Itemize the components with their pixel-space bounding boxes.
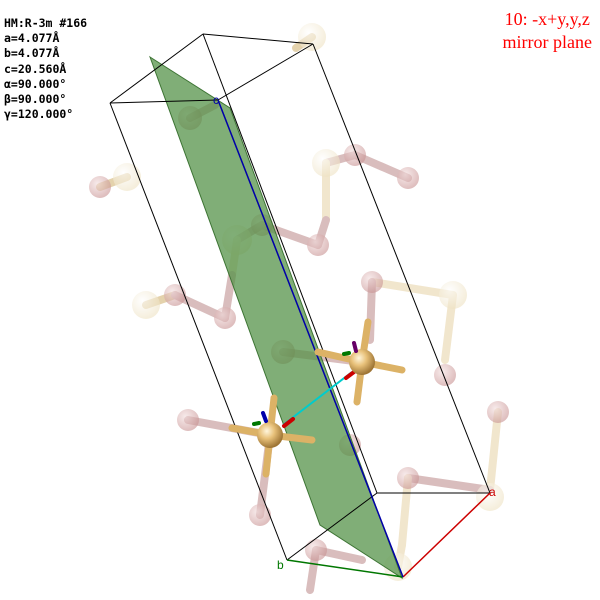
atom-1-axis-c [352,341,358,353]
space-group: HM:R-3m #166 [4,16,88,30]
axis-b-label: b [277,558,284,572]
axis-c-label: c [213,93,219,107]
param-alpha: α=90.000° [4,76,67,91]
symmetry-connector [282,371,353,426]
param-gamma: γ=120.000° [4,107,74,122]
symmetry-element: mirror plane [502,32,592,52]
symmetry-operation: 10: -x+y,y,z [504,9,590,29]
axis-a-label: a [489,485,496,499]
axis-a-line [402,492,491,578]
atom-2-axis-b [252,421,261,426]
atom-1-axis-b [342,351,351,356]
mirror-plane [149,55,403,580]
param-beta: β=90.000° [4,92,67,107]
atom-2-axis-c [261,411,268,423]
symmetry-operation-label: 10: -x+y,y,z mirror plane [503,8,592,54]
param-b: b=4.077Å [4,46,60,61]
atom-2-axis-a-red [282,417,295,428]
cell-parameters: HM:R-3m #166 a=4.077Å b=4.077Å c=20.560Å… [4,16,87,122]
param-c: c=20.560Å [4,61,67,76]
axis-c-line [217,99,404,578]
axis-b-line [286,559,404,578]
param-a: a=4.077Å [4,31,60,46]
atom-1[interactable] [349,349,375,375]
atom-1-axis-a-red [344,370,356,380]
atom-2[interactable] [257,422,283,448]
